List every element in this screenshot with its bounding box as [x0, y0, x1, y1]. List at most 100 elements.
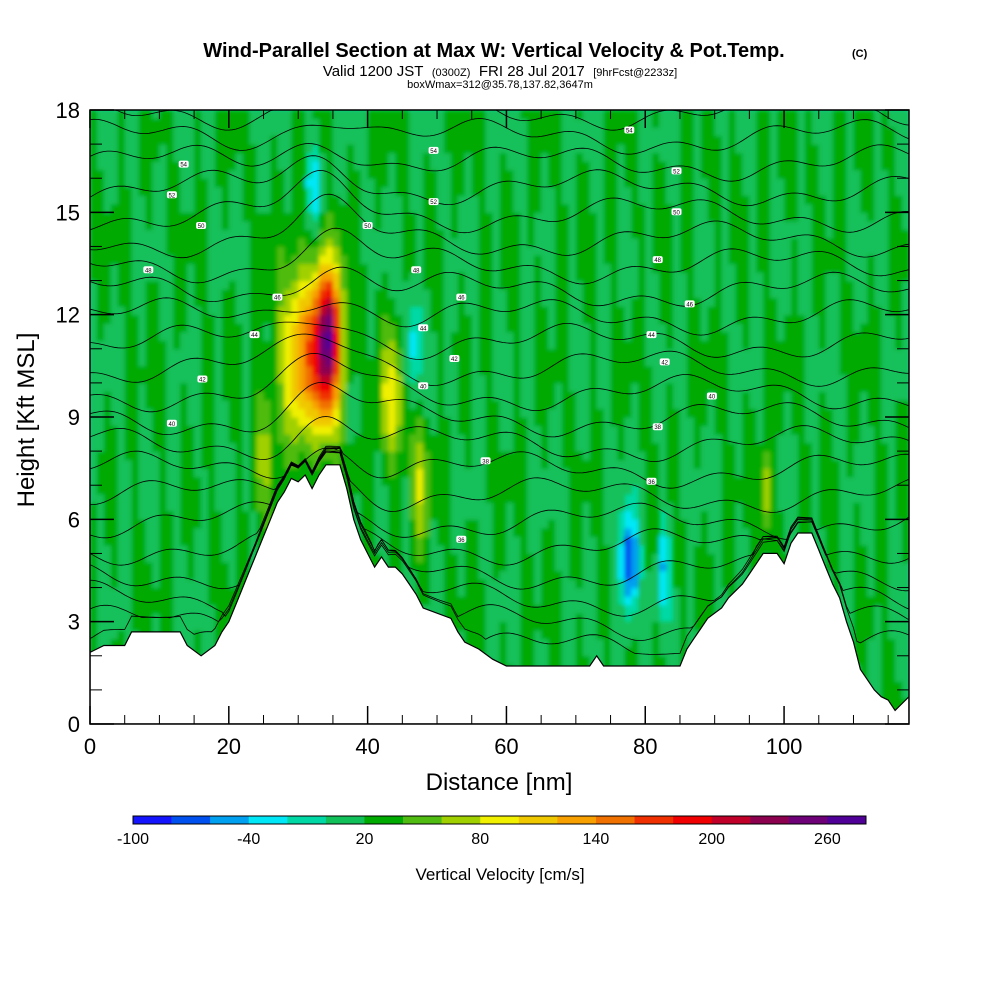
velocity-cell [180, 195, 188, 205]
velocity-cell [124, 604, 133, 614]
velocity-cell [367, 135, 376, 145]
velocity-cell [284, 203, 292, 213]
velocity-cell [353, 425, 362, 435]
velocity-cell [103, 135, 112, 145]
velocity-cell [513, 331, 521, 341]
velocity-cell [568, 561, 577, 572]
velocity-cell [228, 348, 237, 358]
velocity-cell [173, 152, 181, 162]
velocity-cell [256, 254, 265, 265]
velocity-cell [430, 323, 438, 333]
velocity-cell [221, 604, 230, 614]
velocity-cell [430, 186, 438, 196]
velocity-cell [152, 135, 161, 145]
velocity-cell [409, 161, 417, 171]
velocity-cell [520, 152, 528, 162]
velocity-cell [561, 212, 570, 222]
velocity-cell [152, 451, 161, 461]
velocity-cell [478, 357, 487, 367]
velocity-cell [332, 127, 341, 137]
velocity-cell [117, 399, 126, 410]
velocity-cell [430, 220, 438, 230]
velocity-cell [228, 399, 237, 410]
velocity-cell [409, 118, 417, 128]
velocity-cell [388, 365, 396, 375]
velocity-cell [506, 178, 514, 188]
velocity-cell [263, 340, 272, 350]
velocity-cell [235, 169, 244, 179]
velocity-cell [138, 519, 147, 529]
velocity-cell [561, 587, 570, 597]
velocity-cell [561, 152, 570, 162]
velocity-cell [235, 587, 244, 597]
velocity-cell [173, 519, 181, 529]
velocity-cell [360, 331, 369, 341]
velocity-cell [339, 237, 348, 248]
velocity-cell [110, 561, 119, 572]
velocity-cell [96, 272, 105, 282]
velocity-cell [416, 161, 424, 171]
velocity-cell [159, 587, 167, 597]
velocity-cell [520, 587, 528, 597]
velocity-cell [145, 374, 154, 384]
velocity-cell [506, 536, 514, 546]
velocity-cell [561, 365, 570, 375]
velocity-cell [124, 314, 133, 324]
velocity-cell [249, 254, 258, 265]
velocity-cell [235, 331, 244, 341]
velocity-cell [256, 357, 265, 367]
velocity-cell [443, 144, 452, 154]
velocity-cell [256, 212, 265, 222]
velocity-cell [353, 161, 362, 171]
velocity-cell [187, 280, 195, 290]
velocity-cell [527, 451, 535, 461]
velocity-cell [541, 357, 549, 367]
velocity-cell [221, 280, 230, 290]
velocity-cell [534, 604, 542, 614]
velocity-cell [423, 485, 431, 495]
velocity-cell [568, 613, 577, 623]
velocity-cell [513, 212, 521, 222]
velocity-cell [388, 306, 396, 316]
velocity-cell [478, 510, 487, 520]
velocity-cell [541, 630, 549, 640]
velocity-cell [110, 374, 119, 384]
velocity-cell [450, 297, 459, 307]
velocity-cell [138, 348, 147, 358]
velocity-cell [319, 374, 327, 384]
velocity-cell [242, 408, 251, 418]
velocity-cell [152, 442, 161, 452]
velocity-cell [548, 655, 556, 665]
velocity-cell [513, 391, 521, 401]
velocity-cell [242, 459, 251, 469]
velocity-cell [221, 553, 230, 563]
velocity-cell [305, 144, 313, 154]
velocity-cell [228, 212, 237, 222]
velocity-cell [527, 110, 535, 120]
velocity-cell [561, 135, 570, 145]
velocity-cell [381, 152, 390, 162]
velocity-cell [117, 144, 126, 154]
velocity-cell [478, 451, 487, 461]
velocity-cell [214, 340, 223, 350]
velocity-cell [471, 203, 480, 213]
velocity-cell [346, 203, 355, 213]
velocity-cell [346, 212, 355, 222]
velocity-cell [235, 348, 244, 358]
velocity-cell [263, 135, 272, 145]
velocity-cell [124, 237, 133, 248]
velocity-cell [187, 621, 195, 631]
velocity-cell [221, 195, 230, 205]
velocity-cell [568, 579, 577, 589]
velocity-cell [541, 579, 549, 589]
velocity-cell [367, 502, 376, 512]
velocity-cell [166, 306, 174, 316]
velocity-cell [457, 391, 466, 401]
velocity-cell [201, 510, 209, 520]
velocity-cell [492, 561, 501, 572]
velocity-cell [249, 110, 258, 120]
velocity-cell [152, 502, 161, 512]
velocity-cell [555, 604, 563, 614]
velocity-cell [485, 340, 494, 350]
velocity-cell [555, 365, 563, 375]
